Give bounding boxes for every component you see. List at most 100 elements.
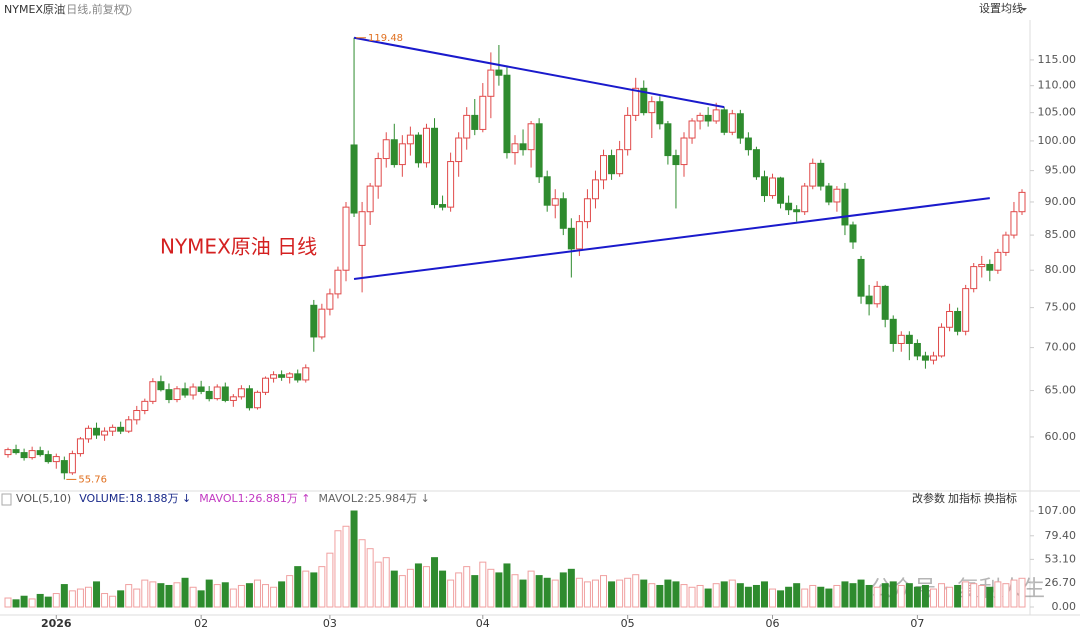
volume-bar	[769, 588, 777, 608]
volume-bar	[664, 579, 672, 608]
volume-bar	[270, 586, 278, 608]
candle-body	[600, 155, 608, 181]
candle-body	[913, 342, 921, 357]
volume-bar	[752, 584, 760, 608]
candle-body	[640, 87, 648, 114]
volume-bar	[873, 586, 881, 608]
volume-bar	[366, 548, 374, 608]
candle-body	[189, 386, 197, 396]
candle-body	[905, 334, 913, 344]
candle-body	[720, 109, 728, 133]
candle-body	[20, 452, 28, 459]
candle-body	[970, 266, 978, 290]
candle-body	[237, 388, 245, 398]
candle-body	[809, 162, 817, 187]
header-title: NYMEX原油	[4, 2, 65, 16]
volume-bar	[511, 574, 519, 608]
candle-body	[769, 177, 777, 197]
volume-bar	[4, 597, 12, 608]
candle-body	[897, 334, 905, 344]
volume-bar	[28, 598, 36, 608]
candle-body	[253, 391, 261, 409]
volume-bar	[431, 557, 439, 608]
x-tick-label: 05	[621, 617, 635, 630]
indicator-button[interactable]: 换指标	[984, 491, 1017, 505]
volume-bar	[197, 590, 205, 608]
candle-body	[583, 198, 591, 223]
volume-bar	[543, 577, 551, 608]
volume-bar	[318, 566, 326, 608]
candle-body	[479, 95, 487, 130]
y-tick-label: 65.00	[1045, 384, 1077, 397]
volume-bar	[897, 584, 905, 608]
candle-body	[141, 400, 149, 412]
volume-bar	[390, 570, 398, 608]
indicator-button[interactable]: 加指标	[948, 491, 981, 505]
candle-body	[447, 161, 455, 208]
y-tick-label: 75.00	[1045, 301, 1077, 314]
candle-body	[149, 381, 157, 402]
volume-bar	[785, 586, 793, 608]
volume-bar	[535, 575, 543, 608]
candle-body	[133, 410, 141, 421]
volume-bar	[213, 584, 221, 608]
y-tick-label: 115.00	[1038, 53, 1077, 66]
candle-body	[463, 114, 471, 139]
volume-bar	[978, 584, 986, 608]
candle-body	[873, 285, 881, 305]
volume-bar	[382, 557, 390, 608]
indicator-button[interactable]: 改参数	[912, 491, 945, 505]
candle-body	[398, 143, 406, 166]
candle-body	[229, 396, 237, 401]
candle-body	[881, 285, 889, 320]
volume-bar	[406, 568, 414, 608]
candle-body	[302, 367, 310, 381]
volume-bar	[648, 583, 656, 608]
candle-body	[551, 198, 559, 206]
volume-bar	[439, 570, 447, 608]
menu[interactable]: 设置均线	[979, 1, 1023, 15]
candle-body	[946, 310, 954, 328]
help-icon[interactable]	[1, 493, 12, 506]
volume-bar	[777, 590, 785, 608]
y2-tick-label: 107.00	[1038, 504, 1077, 517]
volume-bar	[986, 586, 994, 608]
candle-body	[680, 137, 688, 166]
settings-icon[interactable]	[120, 4, 132, 16]
volume-bar	[447, 579, 455, 608]
candle-body	[4, 449, 12, 456]
candle-body	[125, 419, 133, 432]
candle-body	[213, 386, 221, 400]
candle-body	[817, 162, 825, 187]
candle-body	[994, 251, 1002, 271]
candle-body	[986, 263, 994, 271]
volume-bar	[125, 584, 133, 608]
volume-bar	[181, 577, 189, 608]
candle-body	[334, 269, 342, 295]
volume-bar	[881, 583, 889, 608]
volume-bar	[865, 584, 873, 608]
volume-bar	[744, 586, 752, 608]
volume-bar	[519, 579, 527, 608]
candle-body	[841, 188, 849, 226]
volume-bar	[608, 581, 616, 608]
volume-bar	[817, 586, 825, 608]
volume-bar	[801, 588, 809, 608]
candle-body	[245, 388, 253, 409]
volume-bar	[398, 575, 406, 608]
volume-bar	[583, 581, 591, 608]
volume-bar	[294, 566, 302, 608]
annotation: 55.76	[78, 474, 107, 485]
volume-bar	[1018, 577, 1026, 608]
volume-bar	[149, 581, 157, 608]
candle-body	[608, 155, 616, 175]
candle-body	[278, 374, 286, 378]
trendline	[353, 36, 725, 109]
volume-bar	[704, 588, 712, 608]
chart-title: NYMEX原油 日线	[160, 235, 317, 259]
volume-bar	[205, 579, 213, 608]
candle-body	[165, 389, 173, 401]
volume-bar	[793, 583, 801, 608]
volume-bar	[559, 572, 567, 608]
